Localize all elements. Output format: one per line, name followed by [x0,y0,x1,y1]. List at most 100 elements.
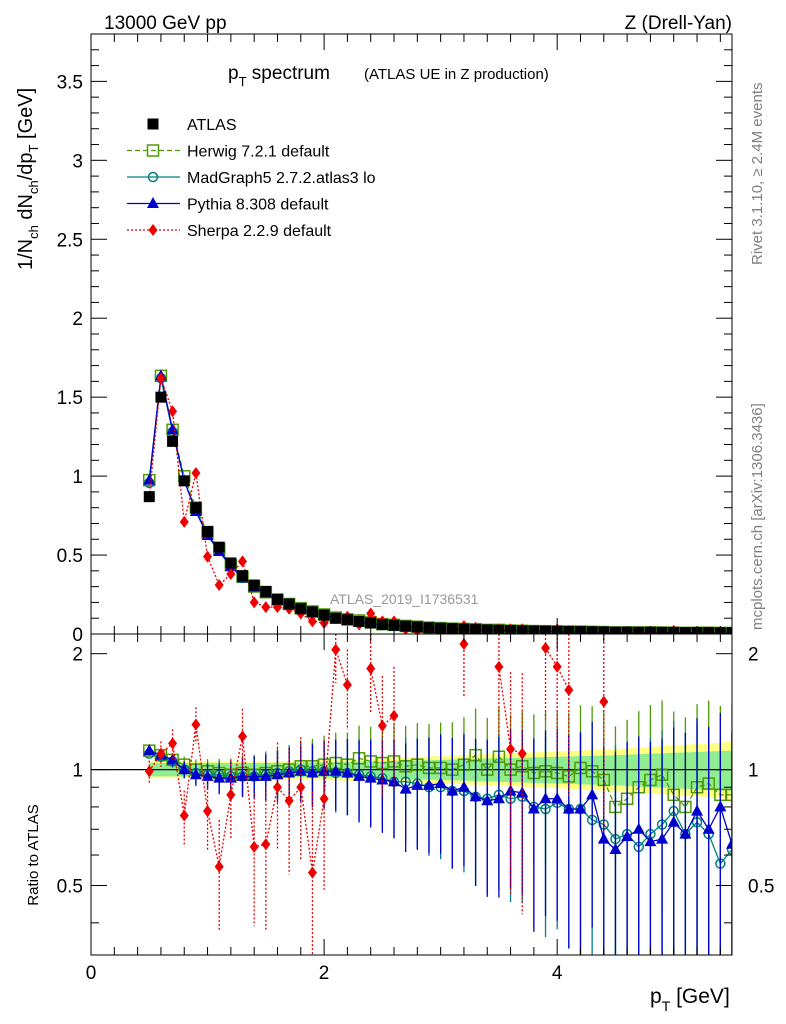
sherpa-ratio-point [238,730,248,743]
sherpa-main-point [226,568,236,580]
pythia-ratio-point [446,784,459,796]
sherpa-ratio-point [541,641,551,654]
pythia-ratio-point [353,769,366,781]
pythia-ratio-point [341,766,354,778]
atlas-data-point [388,619,400,631]
legend-sherpa-marker [148,224,158,236]
mcplots-label: mcplots.cern.ch [arXiv:1306.3436] [749,403,766,630]
x-tick-label: 0 [86,963,97,984]
pythia-ratio-point [318,764,331,776]
legend: ATLAS Herwig 7.2.1 default MadGraph5 2.7.2… [127,117,376,240]
atlas-data-point [353,615,365,627]
sherpa-ratio-point [144,765,154,778]
sherpa-ratio-point [459,637,469,650]
main-panel: 0 0.5 1 1.5 2 2.5 3 3.5 [57,33,733,646]
sherpa-ratio-point [156,747,166,760]
legend-herwig-label: Herwig 7.2.1 default [187,144,330,161]
y-tick-label: 3 [72,151,83,172]
sherpa-ratio-point [191,718,201,731]
sherpa-main-point [179,515,189,528]
y-tick-label: 2.5 [57,230,83,251]
atlas-data-point [365,617,377,629]
sherpa-main-point [366,607,376,620]
atlas-data-point [330,612,342,624]
atlas-data-point [586,626,598,634]
sherpa-ratio-point [179,809,189,822]
pythia-ratio-point [609,843,622,855]
atlas-data-point [679,627,691,634]
pythia-main-point [166,423,179,435]
pythia-ratio-point [691,804,704,816]
sherpa-ratio-point [517,747,527,760]
pythia-ratio-point [667,815,680,827]
pythia-ratio-point [178,763,191,775]
pythia-ratio-point [376,773,389,785]
sherpa-ratio-point [389,709,399,722]
sherpa-ratio-point [272,781,282,794]
sherpa-main-point [191,466,201,479]
legend-madgraph5-label: MadGraph5 2.7.2.atlas3 lo [187,170,376,187]
atlas-data-point [516,625,528,634]
ratio-panel: 0 2 4 0.5 0.5 1 1 2 2 [57,633,774,984]
y-axis-label: 1/Nch dNch/dpT [GeV] [15,88,41,270]
pythia-ratio-point [539,792,552,804]
pythia-ratio-point [632,822,645,834]
atlas-data-point [341,614,353,626]
pythia-ratio-point [201,769,214,781]
atlas-data-point [540,625,552,634]
pythia-ratio-point [248,769,261,781]
sherpa-ratio-point [226,788,236,801]
x-tick-label: 2 [319,963,330,984]
sherpa-ratio-point [377,719,387,732]
atlas-data-point [260,585,272,597]
ratio-tick-label-right: 1 [748,761,759,782]
atlas-data-point [167,435,179,447]
pythia-ratio-point [143,744,156,756]
atlas-data-point [178,475,190,487]
sherpa-main-point [238,555,248,568]
y-tick-label: 0.5 [57,546,83,567]
atlas-data-point [306,606,318,618]
sherpa-ratio-point [307,866,317,879]
pythia-ratio-point [656,832,669,844]
sherpa-ratio-point [284,794,294,807]
pythia-ratio-point [597,832,610,844]
pythia-ratio-point [469,790,482,802]
sherpa-ratio-point [319,792,329,805]
sherpa-main-point [156,372,166,385]
legend-atlas-marker [147,118,159,130]
pythia-ratio-point [236,769,249,781]
chart-title: pT spectrum [228,63,330,89]
pythia-ratio-point [306,766,319,778]
legend-pythia-label: Pythia 8.308 default [187,197,329,214]
sherpa-ratio-point [249,840,259,853]
sherpa-ratio-point [261,838,271,851]
atlas-data-point [271,593,283,605]
sherpa-main-point [203,550,213,563]
process-label: Z (Drell-Yan) [625,13,732,34]
atlas-data-point [376,619,388,631]
pythia-ratio-point [434,777,447,789]
sherpa-ratio-point [331,643,341,656]
atlas-data-point [190,502,202,514]
analysis-label: ATLAS_2019_I1736531 [330,591,479,607]
ratio-frame [90,633,733,956]
ratio-tick-label: 1 [72,761,83,782]
atlas-data-point [202,525,214,537]
atlas-data-point [703,627,715,634]
pythia-ratio-point [422,778,435,790]
atlas-data-point [726,627,732,634]
atlas-data-point [493,624,505,634]
ratio-tick-label-right: 2 [748,645,759,666]
atlas-data-point [318,609,330,621]
pythia-ratio-point [562,802,575,814]
atlas-data-point [237,570,249,582]
atlas-data-point [248,579,260,591]
sherpa-main-point [307,615,317,628]
legend-sherpa-label: Sherpa 2.2.9 default [187,223,332,240]
y-tick-label: 0 [72,625,83,646]
pythia-ratio-point [527,802,540,814]
pythia-ratio-point [259,769,272,781]
ratio-plot-area [91,634,732,955]
pythia-ratio-point [364,771,377,783]
